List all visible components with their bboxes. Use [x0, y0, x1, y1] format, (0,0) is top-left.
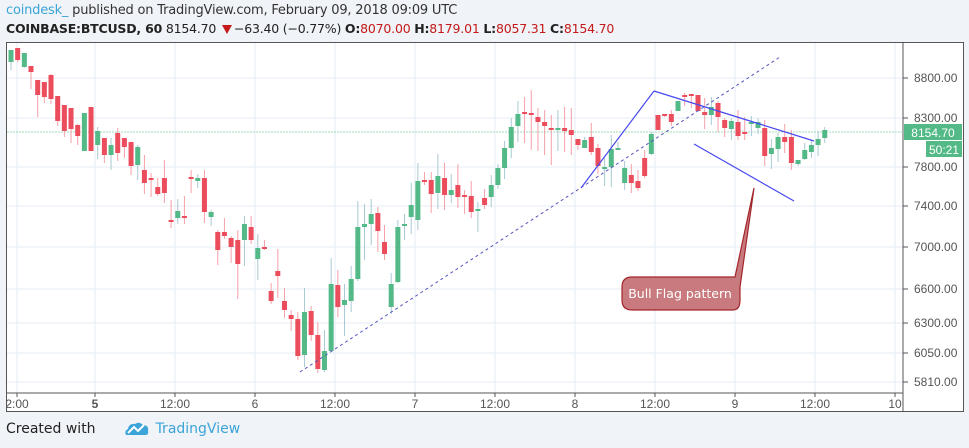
svg-text:9: 9: [732, 397, 739, 411]
footer: Created with TradingView: [6, 421, 240, 437]
ohlc-line: COINBASE:BTCUSD, 60 8154.70 −63.40 (−0.7…: [6, 21, 614, 36]
svg-text:8: 8: [572, 397, 579, 411]
svg-text:6050.00: 6050.00: [914, 346, 958, 360]
symbol-label: COINBASE:BTCUSD, 60: [6, 21, 163, 36]
svg-text:12:00: 12:00: [640, 397, 670, 411]
close-value: 8154.70: [563, 21, 615, 36]
svg-text:50:21: 50:21: [929, 143, 959, 157]
svg-text:8800.00: 8800.00: [914, 71, 958, 85]
svg-text:6600.00: 6600.00: [914, 282, 958, 296]
svg-text:8300.00: 8300.00: [914, 111, 958, 125]
high-value: 8179.01: [429, 21, 480, 36]
high-label: H:: [414, 21, 430, 36]
svg-text:6300.00: 6300.00: [914, 316, 958, 330]
publisher-link[interactable]: coindesk_: [6, 3, 69, 18]
svg-text:12:00: 12:00: [480, 397, 510, 411]
svg-text:12:00: 12:00: [160, 397, 190, 411]
svg-text:5810.00: 5810.00: [914, 375, 958, 389]
open-label: O:: [344, 21, 361, 36]
low-value: 8057.31: [495, 21, 547, 36]
svg-text:6: 6: [252, 397, 259, 411]
last-price: 8154.70: [165, 21, 217, 36]
publish-line: coindesk_ published on TradingView.com, …: [6, 3, 457, 18]
close-label: C:: [550, 21, 564, 36]
svg-text:7400.00: 7400.00: [914, 199, 958, 213]
svg-text:7800.00: 7800.00: [914, 160, 958, 174]
price-change: −63.40 (−0.77%): [233, 21, 342, 36]
chart-frame[interactable]: [6, 42, 964, 412]
svg-text:Bull Flag pattern: Bull Flag pattern: [628, 286, 732, 301]
svg-text:5: 5: [92, 397, 99, 411]
svg-text:8154.70: 8154.70: [911, 126, 955, 140]
svg-text:7000.00: 7000.00: [914, 240, 958, 254]
low-label: L:: [483, 21, 496, 36]
svg-text:10: 10: [888, 397, 902, 411]
tradingview-logo-icon[interactable]: [124, 421, 150, 437]
svg-text:12:00: 12:00: [800, 397, 830, 411]
down-arrow-icon: [221, 25, 232, 34]
open-value: 8070.00: [360, 21, 411, 36]
created-with-label: Created with: [6, 421, 96, 437]
published-text: published on TradingView.com, February 0…: [68, 3, 458, 18]
svg-text:2:00: 2:00: [5, 397, 29, 411]
tradingview-link[interactable]: TradingView: [155, 421, 241, 437]
svg-text:7: 7: [412, 397, 419, 411]
svg-text:12:00: 12:00: [320, 397, 350, 411]
